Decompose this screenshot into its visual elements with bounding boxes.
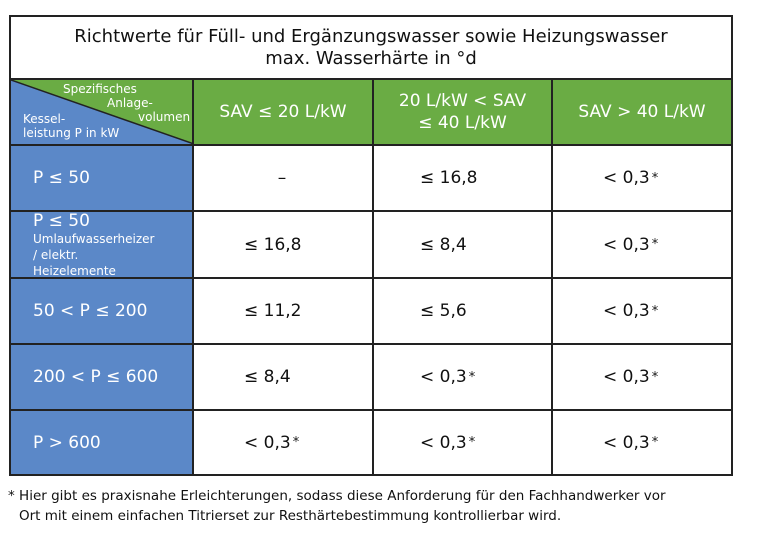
table-cell: – (194, 146, 374, 212)
cell-value: – (277, 168, 287, 188)
corner-label-sav-2: Anlage- (107, 96, 153, 110)
table-cell: ≤ 5,6 (374, 279, 553, 345)
diagonal-split-graphic (11, 80, 192, 144)
table-cell: < 0,3 * (374, 411, 553, 474)
title-line-2: max. Wasserhärte in °d (265, 48, 477, 69)
footnote-marker: * (651, 170, 659, 186)
table-cell: < 0,3 * (553, 411, 731, 474)
table-cell: < 0,3 * (553, 146, 731, 212)
cell-value: < 0,3 (603, 367, 650, 387)
corner-label-sav-1: Spezifisches (63, 82, 137, 96)
column-header-sav-gt-40: SAV > 40 L/kW (553, 80, 731, 146)
column-header-label: 20 L/kW < SAV ≤ 40 L/kW (398, 91, 527, 133)
row-header-p-le-50: P ≤ 50 (11, 146, 194, 212)
cell-value: ≤ 16,8 (420, 168, 478, 188)
row-header-50-200: 50 < P ≤ 200 (11, 279, 194, 345)
cell-value: < 0,3 (603, 432, 650, 453)
row-header-label: P > 600 (33, 432, 101, 453)
table-cell: ≤ 16,8 (374, 146, 553, 212)
table-cell: < 0,3 * (553, 345, 731, 411)
table-cell: ≤ 8,4 (374, 212, 553, 279)
corner-label-p-1: Kessel- (23, 112, 66, 126)
table-cell: < 0,3 * (553, 212, 731, 279)
row-header-label: P ≤ 50 (33, 168, 90, 188)
table-title: Richtwerte für Füll- und Ergänzungswasse… (11, 17, 731, 80)
cell-value: < 0,3 (603, 234, 650, 255)
cell-value: ≤ 8,4 (420, 234, 467, 255)
table-cell: < 0,3 * (194, 411, 374, 474)
cell-value: < 0,3 (603, 301, 650, 321)
row-header-label: 200 < P ≤ 600 (33, 367, 159, 387)
footnote-marker: * (292, 435, 300, 450)
column-header-label: SAV ≤ 20 L/kW (219, 102, 347, 122)
table-cell: ≤ 11,2 (194, 279, 374, 345)
row-header-label: P ≤ 50 (33, 210, 90, 231)
table-cell: ≤ 16,8 (194, 212, 374, 279)
cell-value: < 0,3 (420, 432, 467, 453)
footnote-marker: * (651, 303, 659, 319)
table-cell: < 0,3 * (374, 345, 553, 411)
table-cell: < 0,3 * (553, 279, 731, 345)
footnote-line-2: Ort mit einem einfachen Titrierset zur R… (19, 508, 562, 524)
water-hardness-table: Richtwerte für Füll- und Ergänzungswasse… (9, 15, 733, 476)
corner-header-cell: Spezifisches Anlage- volumen Kessel- lei… (11, 80, 194, 146)
cell-value: < 0,3 (420, 367, 467, 387)
footnote-marker: * (468, 369, 476, 385)
row-header-label: 50 < P ≤ 200 (33, 301, 148, 321)
corner-label-p-2: leistung P in kW (23, 126, 120, 140)
footnote-line-1: * Hier gibt es praxisnahe Erleichterunge… (8, 488, 666, 504)
corner-label-sav-3: volumen (138, 110, 191, 124)
cell-value: < 0,3 (603, 168, 650, 188)
cell-value: ≤ 11,2 (244, 301, 302, 321)
column-header-label: SAV > 40 L/kW (578, 102, 706, 122)
table-cell: ≤ 8,4 (194, 345, 374, 411)
footnote-marker: * (651, 435, 659, 450)
row-header-sublabel: Umlaufwasserheizer / elektr. Heizelement… (33, 231, 155, 278)
cell-value: ≤ 16,8 (244, 234, 302, 255)
column-header-sav-le-20: SAV ≤ 20 L/kW (194, 80, 374, 146)
row-header-200-600: 200 < P ≤ 600 (11, 345, 194, 411)
cell-value: ≤ 5,6 (420, 301, 467, 321)
footnote: * Hier gibt es praxisnahe Erleichterunge… (8, 486, 666, 526)
row-header-p-gt-600: P > 600 (11, 411, 194, 474)
cell-value: ≤ 8,4 (244, 367, 291, 387)
footnote-marker: * (651, 237, 659, 252)
row-header-p-le-50-umlauf: P ≤ 50 Umlaufwasserheizer / elektr. Heiz… (11, 210, 194, 279)
column-header-sav-20-40: 20 L/kW < SAV ≤ 40 L/kW (374, 80, 553, 146)
title-line-1: Richtwerte für Füll- und Ergänzungswasse… (74, 26, 668, 47)
cell-value: < 0,3 (244, 432, 291, 453)
footnote-marker: * (651, 369, 659, 385)
footnote-marker: * (468, 435, 476, 450)
